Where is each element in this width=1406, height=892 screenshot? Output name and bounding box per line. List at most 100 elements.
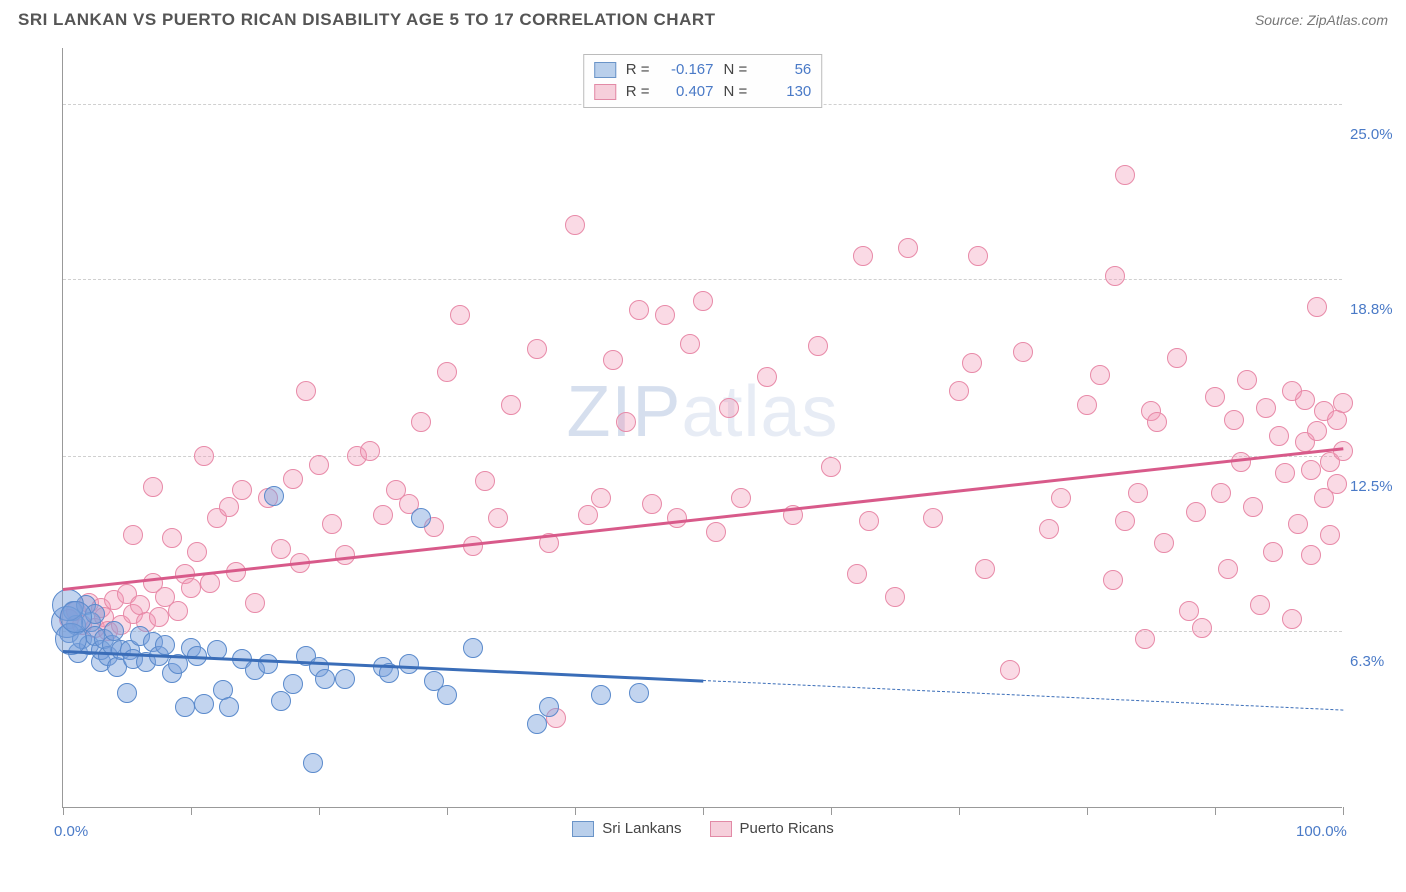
scatter-point: [1115, 511, 1135, 531]
scatter-point: [591, 488, 611, 508]
legend-row-puerto-ricans: R = 0.407 N = 130: [594, 81, 812, 103]
gridline: [63, 456, 1342, 457]
scatter-point: [527, 339, 547, 359]
scatter-point: [104, 621, 124, 641]
scatter-point: [187, 542, 207, 562]
scatter-point: [1307, 297, 1327, 317]
scatter-point: [1250, 595, 1270, 615]
scatter-point: [898, 238, 918, 258]
scatter-point: [757, 367, 777, 387]
scatter-point: [200, 573, 220, 593]
scatter-point: [1218, 559, 1238, 579]
scatter-point: [1039, 519, 1059, 539]
scatter-point: [1243, 497, 1263, 517]
scatter-point: [335, 669, 355, 689]
chart-area: Disability Age 5 to 17 ZIPatlas R = -0.1…: [18, 48, 1388, 848]
scatter-point: [847, 564, 867, 584]
scatter-point: [271, 691, 291, 711]
chart-title: SRI LANKAN VS PUERTO RICAN DISABILITY AG…: [18, 10, 716, 30]
scatter-point: [194, 446, 214, 466]
scatter-point: [808, 336, 828, 356]
y-tick-label: 25.0%: [1350, 126, 1393, 143]
x-tick: [831, 807, 832, 815]
scatter-point: [296, 381, 316, 401]
scatter-point: [143, 477, 163, 497]
scatter-point: [271, 539, 291, 559]
scatter-point: [175, 697, 195, 717]
scatter-point: [258, 654, 278, 674]
scatter-point: [1179, 601, 1199, 621]
scatter-point: [1263, 542, 1283, 562]
scatter-point: [1282, 609, 1302, 629]
scatter-point: [437, 362, 457, 382]
scatter-point: [162, 528, 182, 548]
watermark: ZIPatlas: [566, 371, 838, 453]
scatter-point: [655, 305, 675, 325]
source-label: Source: ZipAtlas.com: [1255, 12, 1388, 28]
scatter-point: [123, 525, 143, 545]
scatter-point: [1333, 393, 1353, 413]
scatter-point: [60, 601, 92, 633]
scatter-point: [962, 353, 982, 373]
x-tick: [1343, 807, 1344, 815]
scatter-point: [853, 246, 873, 266]
scatter-point: [360, 441, 380, 461]
scatter-point: [149, 607, 169, 627]
y-tick-label: 18.8%: [1350, 301, 1393, 318]
source-link[interactable]: ZipAtlas.com: [1307, 12, 1388, 28]
x-tick: [191, 807, 192, 815]
scatter-point: [264, 486, 284, 506]
scatter-point: [859, 511, 879, 531]
scatter-point: [283, 674, 303, 694]
scatter-point: [1301, 545, 1321, 565]
scatter-point: [155, 635, 175, 655]
n-value-puerto-ricans: 130: [757, 81, 811, 103]
x-tick-label: 100.0%: [1296, 823, 1347, 840]
scatter-point: [1224, 410, 1244, 430]
scatter-point: [975, 559, 995, 579]
scatter-point: [194, 694, 214, 714]
n-value-sri-lankans: 56: [757, 59, 811, 81]
scatter-point: [1275, 463, 1295, 483]
scatter-point: [539, 697, 559, 717]
scatter-point: [1077, 395, 1097, 415]
scatter-point: [1090, 365, 1110, 385]
scatter-point: [629, 300, 649, 320]
chart-header: SRI LANKAN VS PUERTO RICAN DISABILITY AG…: [0, 0, 1406, 36]
plot-region: ZIPatlas R = -0.167 N = 56 R = 0.407 N =…: [62, 48, 1342, 808]
x-tick-label: 0.0%: [54, 823, 88, 840]
scatter-point: [488, 508, 508, 528]
scatter-point: [437, 685, 457, 705]
x-tick: [63, 807, 64, 815]
scatter-point: [181, 578, 201, 598]
scatter-point: [1327, 474, 1347, 494]
scatter-point: [1237, 370, 1257, 390]
scatter-point: [1135, 629, 1155, 649]
scatter-point: [527, 714, 547, 734]
swatch-sri-lankans-bottom: [572, 821, 594, 837]
scatter-point: [949, 381, 969, 401]
gridline: [63, 279, 1342, 280]
scatter-point: [1147, 412, 1167, 432]
scatter-point: [373, 505, 393, 525]
scatter-point: [475, 471, 495, 491]
scatter-point: [303, 753, 323, 773]
scatter-point: [117, 683, 137, 703]
scatter-point: [501, 395, 521, 415]
legend-row-sri-lankans: R = -0.167 N = 56: [594, 59, 812, 81]
scatter-point: [923, 508, 943, 528]
scatter-point: [219, 697, 239, 717]
scatter-point: [885, 587, 905, 607]
scatter-point: [309, 455, 329, 475]
scatter-point: [245, 593, 265, 613]
scatter-point: [642, 494, 662, 514]
scatter-point: [731, 488, 751, 508]
x-tick: [1087, 807, 1088, 815]
scatter-point: [1115, 165, 1135, 185]
scatter-point: [1000, 660, 1020, 680]
scatter-point: [283, 469, 303, 489]
trend-line: [703, 680, 1343, 711]
scatter-point: [1051, 488, 1071, 508]
r-value-puerto-ricans: 0.407: [660, 81, 714, 103]
scatter-point: [315, 669, 335, 689]
